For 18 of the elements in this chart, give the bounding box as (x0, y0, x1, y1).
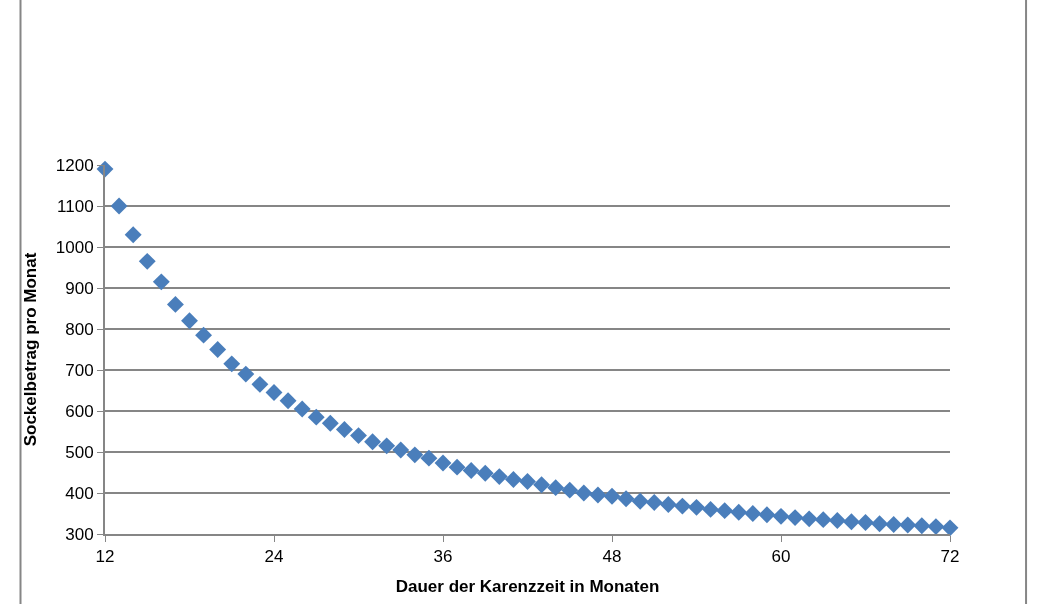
x-axis-title: Dauer der Karenzzeit in Monaten (395, 577, 660, 597)
y-tick-label: 1200 (55, 155, 94, 175)
x-tick-label: 36 (433, 547, 453, 567)
x-tick-label: 72 (940, 547, 960, 567)
x-tick-label: 48 (602, 547, 622, 567)
y-tick-label: 500 (65, 442, 94, 462)
y-tick-label: 600 (65, 401, 94, 421)
y-tick-label: 1100 (57, 196, 94, 216)
y-tick-label: 900 (65, 278, 94, 298)
y-tick-label: 700 (65, 360, 94, 380)
y-tick-label: 400 (65, 483, 94, 503)
x-tick-label: 12 (95, 547, 115, 567)
y-tick-label: 1000 (55, 237, 94, 257)
y-tick-label: 800 (65, 319, 94, 339)
x-tick-label: 60 (771, 547, 791, 567)
y-tick-label: 300 (65, 524, 94, 544)
y-axis-title: Sockelbetrag pro Monat (20, 252, 40, 447)
x-tick-label: 24 (264, 547, 284, 567)
